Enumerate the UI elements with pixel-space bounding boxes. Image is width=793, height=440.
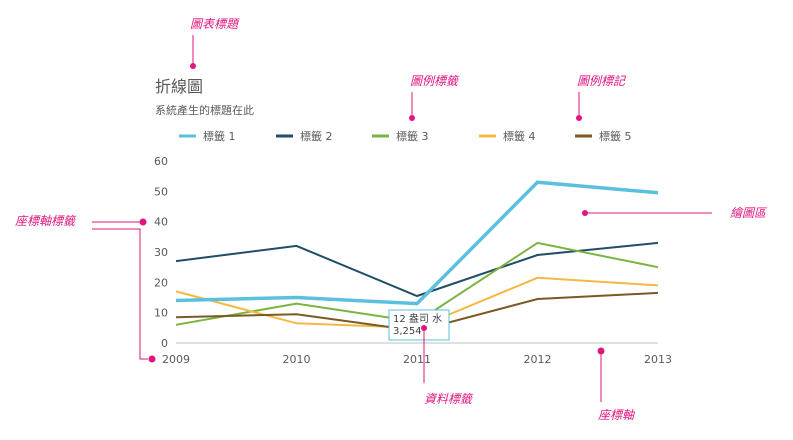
x-tick-label: 2010 <box>283 353 311 366</box>
legend-label: 標籤 1 <box>203 129 236 143</box>
callout-legend-label-text: 圖例標籤 <box>410 74 460 88</box>
y-tick-label: 10 <box>154 307 168 320</box>
callout-legend-marker-text: 圖例標記 <box>577 74 627 88</box>
legend-label: 標籤 4 <box>503 129 536 143</box>
callout-data-label-text: 資料標籤 <box>424 392 474 406</box>
series-line <box>176 243 658 296</box>
data-label-line2: 3,254 <box>393 326 422 337</box>
data-label-box: 12 盎司 水 3,254 <box>389 310 449 340</box>
callout-chart-title: 圖表標題 <box>190 17 240 69</box>
callout-plot-area: 繪圖區 <box>582 206 768 220</box>
legend-label: 標籤 5 <box>599 129 632 143</box>
legend-label: 標籤 3 <box>396 129 429 143</box>
callout-legend-label: 圖例標籤 <box>409 74 460 121</box>
y-tick-label: 60 <box>154 155 168 168</box>
y-tick-label: 50 <box>154 185 168 198</box>
y-tick-label: 20 <box>154 276 168 289</box>
x-tick-label: 2013 <box>644 353 672 366</box>
data-label-line1: 12 盎司 水 <box>393 312 442 325</box>
plot-area <box>176 182 658 331</box>
callout-axis: 座標軸 <box>598 348 637 423</box>
callout-chart-title-text: 圖表標題 <box>190 17 240 31</box>
callout-axis-label: 座標軸標籤 <box>15 214 156 363</box>
x-tick-label: 2009 <box>162 353 190 366</box>
legend: 標籤 1 標籤 2 標籤 3 標籤 4 標籤 5 <box>179 129 632 143</box>
y-axis-ticks: 0 10 20 30 40 50 60 <box>154 155 168 350</box>
callout-axis-label-text: 座標軸標籤 <box>15 214 77 228</box>
callout-legend-marker: 圖例標記 <box>576 74 627 121</box>
x-axis-ticks: 2009 2010 2011 2012 2013 <box>162 353 672 366</box>
y-tick-label: 30 <box>154 246 168 259</box>
chart-title: 折線圖 <box>155 77 203 96</box>
callout-plot-area-text: 繪圖區 <box>730 206 768 220</box>
x-tick-label: 2011 <box>403 353 431 366</box>
y-tick-label: 0 <box>161 337 168 350</box>
series-line <box>176 182 658 303</box>
chart-subtitle: 系統產生的標題在此 <box>155 103 254 117</box>
y-tick-label: 40 <box>154 216 168 229</box>
x-tick-label: 2012 <box>524 353 552 366</box>
legend-label: 標籤 2 <box>300 129 333 143</box>
callout-axis-text: 座標軸 <box>598 408 636 422</box>
